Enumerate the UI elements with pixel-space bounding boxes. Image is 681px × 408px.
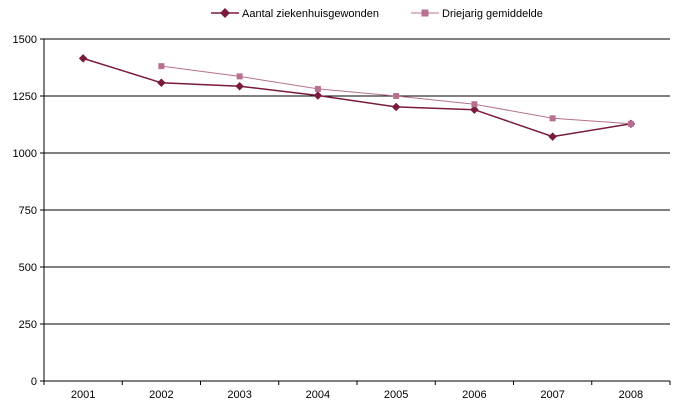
series-1-line [82,57,632,138]
x-tick-label: 2006 [462,389,486,401]
data-point [313,91,323,100]
data-point [157,78,166,88]
y-tick-label: 750 [19,205,37,217]
x-tick-label: 2008 [619,389,643,401]
chart-legend: Aantal ziekenhuisgewonden Driejarig gemi… [211,8,543,20]
data-point [549,115,556,122]
legend-label-series-2: Driejarig gemiddelde [442,8,543,20]
y-tick-label: 500 [19,262,37,274]
data-point [627,120,634,127]
legend-item-series-2: Driejarig gemiddelde [411,8,543,20]
legend-item-series-1: Aantal ziekenhuisgewonden [211,8,379,20]
data-point [548,132,557,141]
x-tick-label: 2007 [540,389,564,401]
chart-series [78,54,636,141]
data-point [78,54,88,63]
data-point [470,105,479,114]
legend-label-series-1: Aantal ziekenhuisgewonden [242,8,379,20]
data-point [158,63,165,70]
y-axis-tick-labels: 0 250 500 750 1000 1250 1500 [13,34,37,388]
series-2 [158,63,634,127]
data-point [391,102,401,112]
data-point [314,85,321,92]
data-point [471,101,478,108]
y-tick-label: 0 [31,376,37,388]
data-point [393,93,400,99]
chart-axes [40,38,671,385]
y-tick-label: 1250 [13,91,37,103]
x-tick-label: 2005 [384,389,408,401]
horizontal-gridlines [44,38,670,325]
data-point [235,81,244,91]
x-tick-label: 2001 [71,389,95,401]
x-tick-label: 2004 [306,389,330,401]
y-tick-label: 250 [19,319,37,331]
x-tick-label: 2003 [227,389,251,401]
y-tick-label: 1000 [13,148,37,160]
data-point [236,73,243,80]
x-axis-tick-labels: 2001 2002 2003 2004 2005 2006 2007 2008 [71,389,643,401]
x-tick-label: 2002 [149,389,173,401]
y-tick-label: 1500 [13,34,37,46]
